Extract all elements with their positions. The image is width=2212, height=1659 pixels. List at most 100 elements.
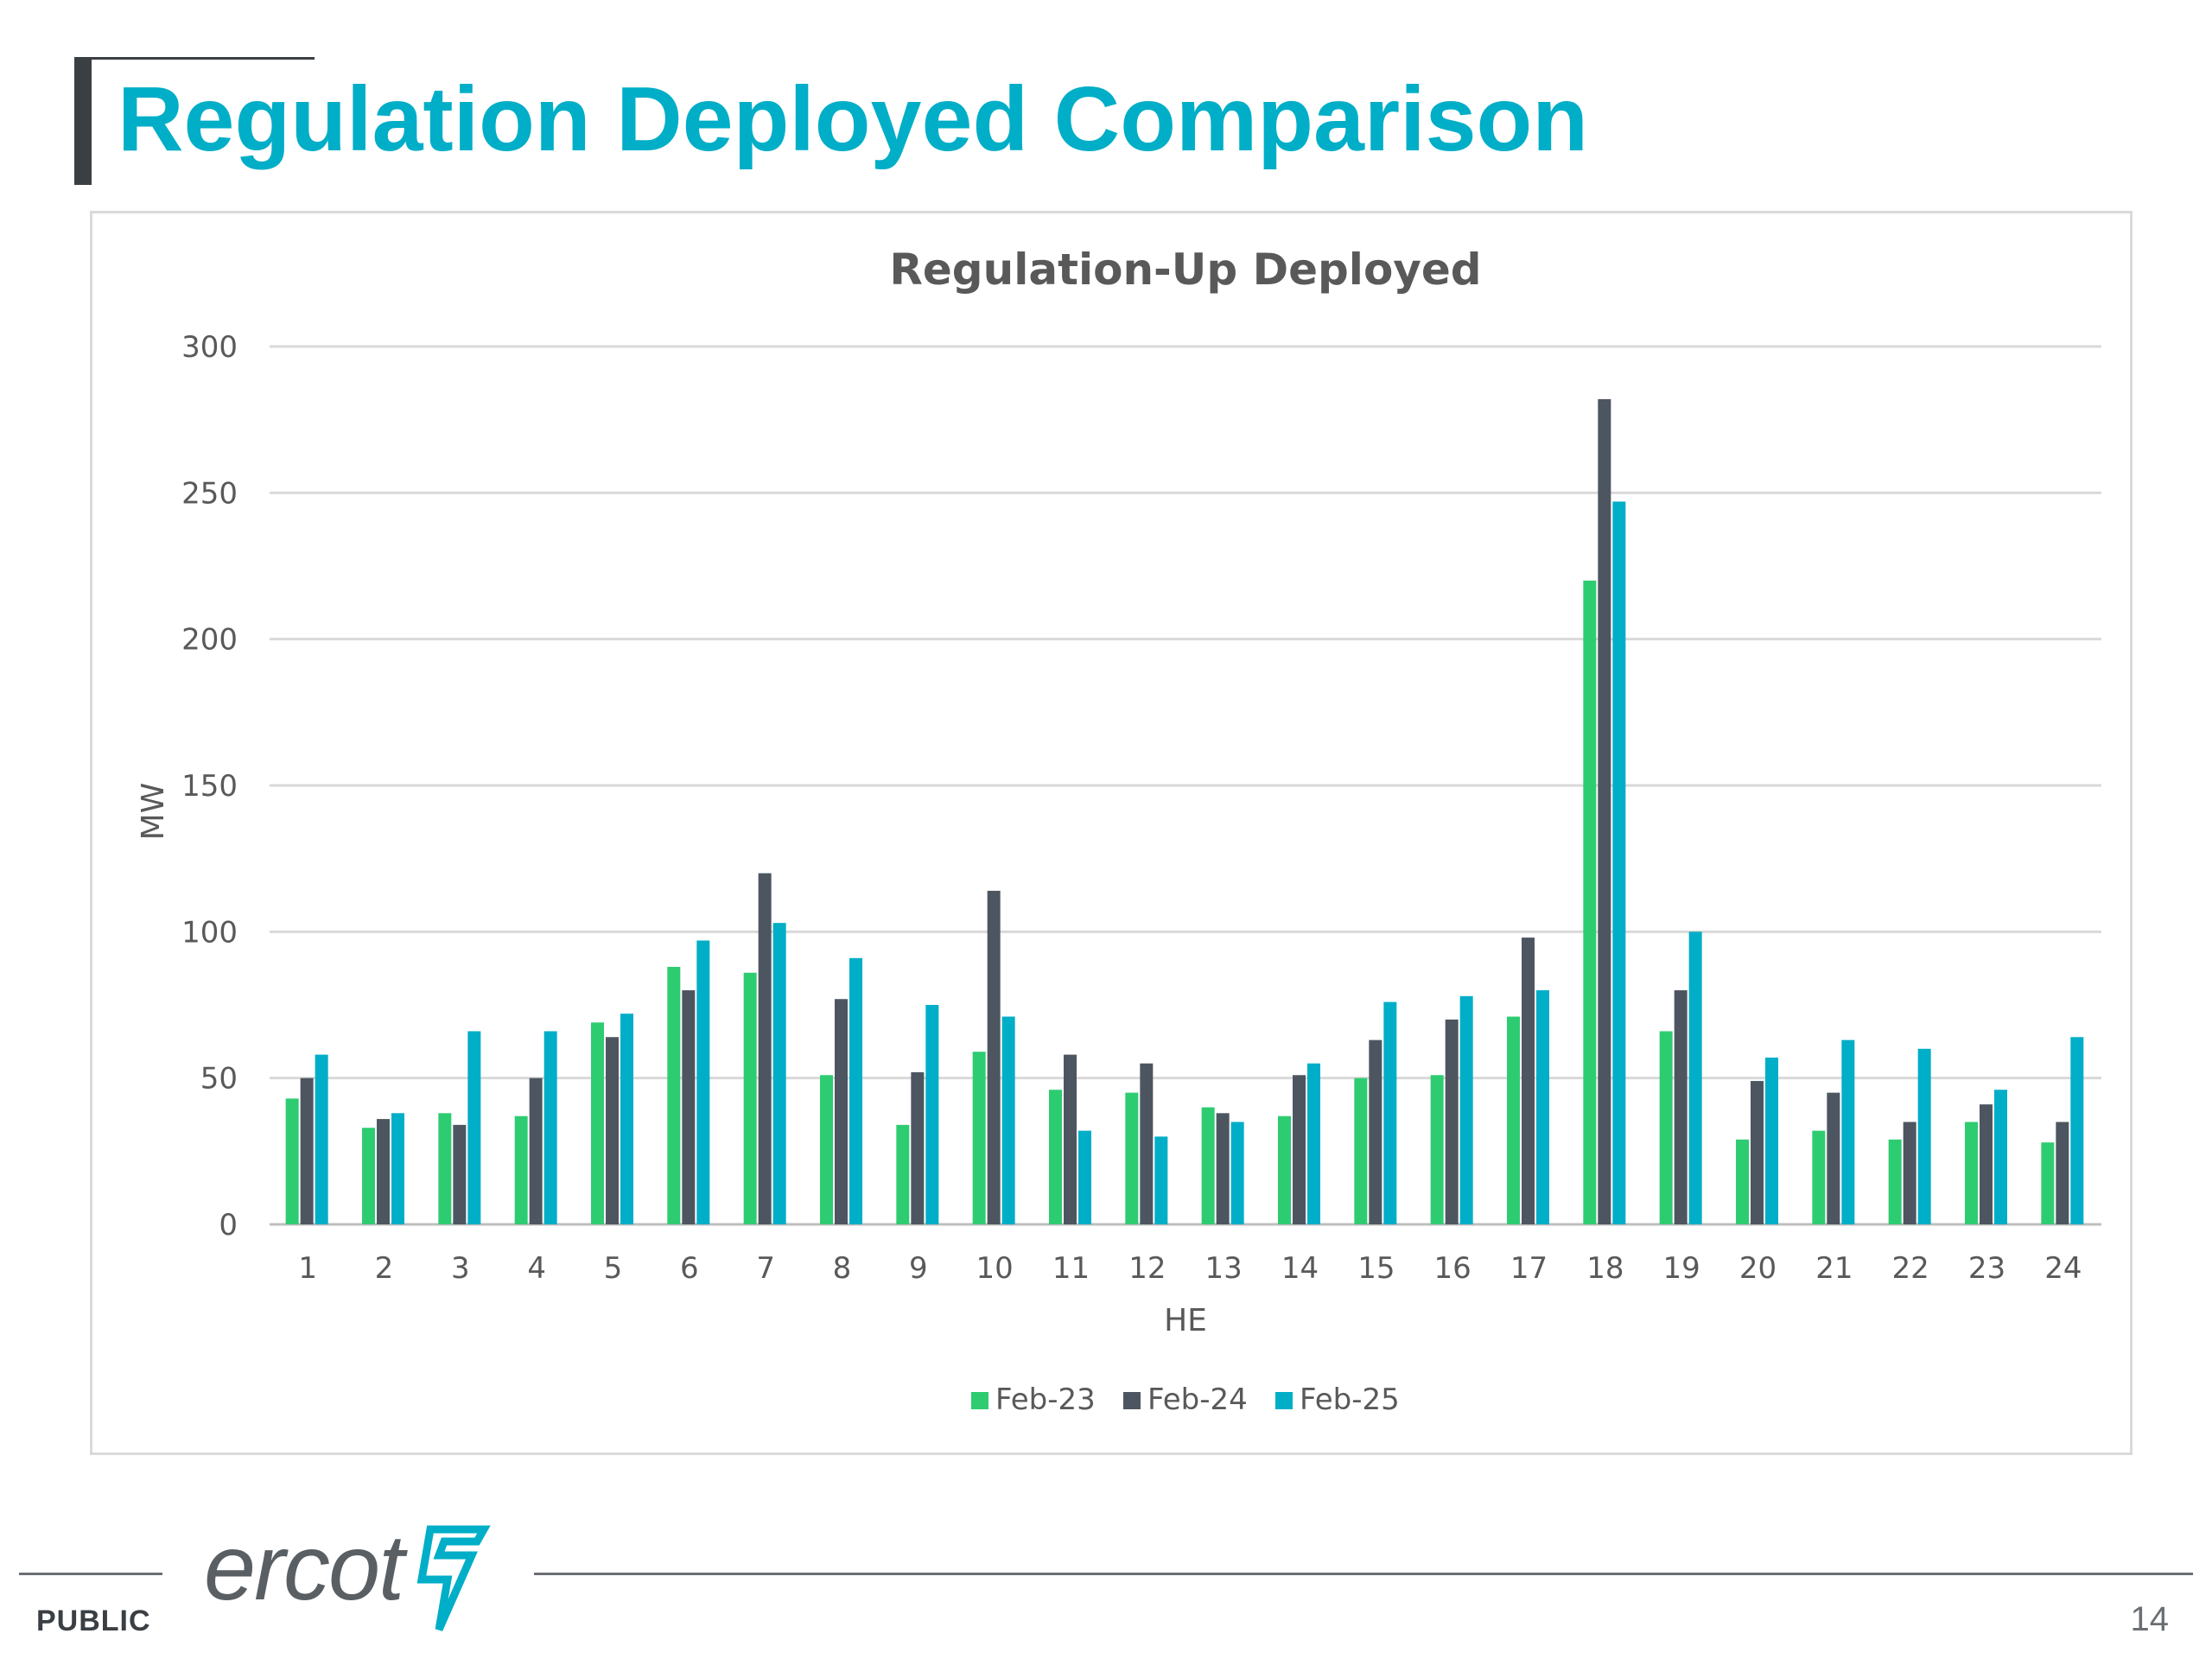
bar-feb-24: [1903, 1122, 1916, 1224]
title-accent-bar: [74, 59, 92, 185]
bar-feb-25: [315, 1054, 328, 1224]
bar-feb-25: [1536, 990, 1549, 1224]
bar-feb-23: [514, 1116, 528, 1224]
bar-feb-23: [743, 972, 757, 1224]
x-tick-label: 18: [1586, 1251, 1624, 1286]
x-tick-label: 22: [1892, 1251, 1929, 1286]
chart-frame: Regulation-Up Deployed 0 50 100 150 200 250 300…: [90, 211, 2133, 1455]
y-tick-label: 0: [219, 1208, 238, 1243]
bar-feb-24: [2056, 1122, 2069, 1224]
y-tick-label: 300: [181, 330, 238, 365]
x-tick-label: 9: [909, 1251, 928, 1286]
bar-feb-24: [987, 890, 1001, 1224]
bar-feb-24: [1369, 1039, 1382, 1224]
bar-feb-24: [1140, 1063, 1154, 1224]
bar-feb-23: [2041, 1142, 2055, 1224]
x-tick-label: 13: [1205, 1251, 1243, 1286]
bar-feb-24: [453, 1124, 467, 1224]
bar-feb-24: [911, 1071, 925, 1224]
bar-feb-23: [820, 1075, 833, 1224]
legend-swatch: [1123, 1392, 1141, 1409]
bar-feb-23: [1278, 1116, 1291, 1224]
bar-feb-25: [1307, 1063, 1320, 1224]
chart-svg: Regulation-Up Deployed 0 50 100 150 200 250 300…: [136, 245, 2101, 1417]
ercot-logo-text: ercot: [204, 1515, 404, 1619]
bar-feb-23: [667, 966, 681, 1224]
x-tick-label: 19: [1663, 1251, 1700, 1286]
bar-feb-25: [1459, 995, 1473, 1224]
bar-feb-24: [1674, 990, 1688, 1224]
bar-feb-24: [1216, 1113, 1230, 1224]
chart-title: Regulation-Up Deployed: [889, 245, 1481, 295]
bar-feb-23: [1507, 1016, 1520, 1224]
bar-feb-25: [1078, 1130, 1091, 1224]
legend-label: Feb-25: [1300, 1382, 1400, 1417]
x-tick-label: 14: [1281, 1251, 1319, 1286]
x-tick-label: 6: [680, 1251, 699, 1286]
bar-feb-23: [591, 1022, 604, 1224]
bar-feb-24: [1751, 1081, 1764, 1224]
x-tick-label: 23: [1968, 1251, 2005, 1286]
x-tick-label: 7: [756, 1251, 775, 1286]
legend-label: Feb-23: [995, 1382, 1096, 1417]
x-tick-label: 4: [527, 1251, 546, 1286]
bar-feb-23: [1430, 1075, 1444, 1224]
bar-feb-24: [1522, 938, 1535, 1224]
bar-feb-24: [835, 999, 848, 1224]
legend-swatch: [971, 1392, 988, 1409]
bar-feb-23: [1125, 1092, 1139, 1224]
footer-divider-right: [534, 1573, 2193, 1575]
bar-feb-25: [925, 1005, 939, 1224]
x-tick-label: 8: [833, 1251, 852, 1286]
bar-feb-23: [1736, 1139, 1749, 1224]
y-tick-label: 200: [181, 623, 238, 658]
bar-feb-24: [1293, 1075, 1306, 1224]
x-tick-label: 1: [298, 1251, 317, 1286]
legend-label: Feb-24: [1147, 1382, 1248, 1417]
bar-feb-25: [1765, 1057, 1778, 1224]
bar-feb-23: [438, 1113, 452, 1224]
ercot-bolt-icon: [416, 1525, 491, 1631]
bar-feb-25: [467, 1031, 481, 1224]
bar-feb-25: [620, 1014, 633, 1224]
title-accent-line: [74, 57, 315, 60]
bar-feb-24: [300, 1077, 314, 1224]
bar-feb-24: [377, 1119, 390, 1224]
bar-feb-25: [1841, 1039, 1855, 1224]
page-number: 14: [2130, 1600, 2170, 1638]
bar-feb-24: [606, 1037, 619, 1224]
x-tick-label: 3: [451, 1251, 470, 1286]
x-tick-label: 5: [604, 1251, 623, 1286]
bar-feb-25: [1994, 1090, 2007, 1224]
bar-feb-24: [529, 1077, 543, 1224]
bar-feb-24: [682, 990, 696, 1224]
x-tick-label: 15: [1357, 1251, 1395, 1286]
bar-feb-25: [2070, 1037, 2084, 1224]
bar-feb-23: [1659, 1031, 1673, 1224]
x-tick-label: 24: [2044, 1251, 2082, 1286]
x-axis-label: HE: [1164, 1303, 1207, 1338]
x-tick-label: 12: [1128, 1251, 1166, 1286]
bar-feb-25: [1230, 1122, 1244, 1224]
bar-feb-23: [1583, 580, 1597, 1224]
x-tick-label: 20: [1739, 1251, 1777, 1286]
x-tick-label: 16: [1434, 1251, 1471, 1286]
x-tick-label: 17: [1510, 1251, 1548, 1286]
bar-feb-25: [543, 1031, 557, 1224]
bar-feb-25: [1688, 931, 1702, 1224]
footer-divider-left: [19, 1573, 162, 1575]
bar-feb-23: [1049, 1090, 1062, 1224]
bar-feb-24: [1598, 398, 1611, 1224]
x-tick-label: 2: [375, 1251, 394, 1286]
legend-swatch: [1275, 1392, 1293, 1409]
x-tick-label: 11: [1052, 1251, 1090, 1286]
y-tick-label: 150: [181, 769, 238, 804]
bar-feb-24: [758, 873, 772, 1224]
bar-feb-23: [1965, 1122, 1978, 1224]
bar-feb-25: [1154, 1136, 1168, 1224]
bar-feb-24: [1064, 1054, 1077, 1224]
bar-feb-25: [696, 940, 710, 1224]
bar-feb-23: [285, 1098, 299, 1224]
y-tick-label: 50: [200, 1062, 238, 1096]
